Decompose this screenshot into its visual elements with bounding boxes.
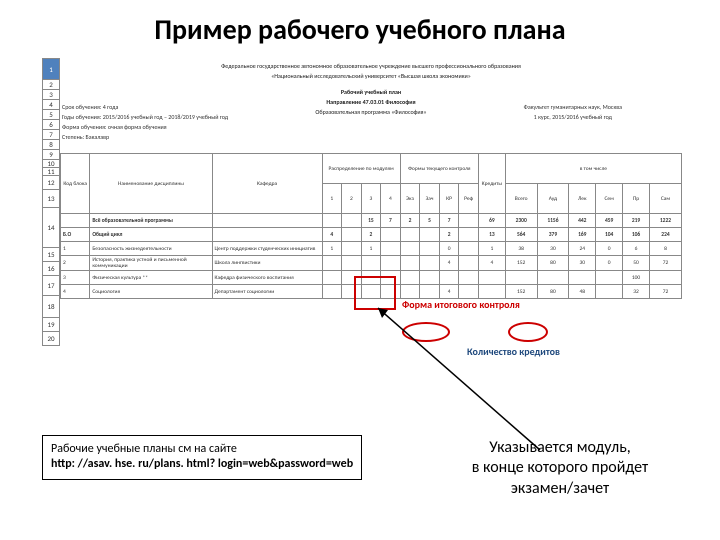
left-info-block: Срок обучения: 4 года Годы обучения: 201… — [62, 102, 228, 142]
sheet-content: Федеральное государственное автономное о… — [60, 58, 682, 118]
sub-sam: Сам — [649, 184, 681, 214]
url-line-2: http: //asav. hse. ru/plans. html? login… — [51, 457, 353, 473]
row-number: 15 — [42, 248, 60, 262]
row-number: 20 — [42, 332, 60, 346]
sub-ref: Реф — [459, 184, 479, 214]
table-row: Всё образовательной программы15725769230… — [61, 214, 682, 228]
row-number: 18 — [42, 296, 60, 318]
sub-kr: КР — [439, 184, 459, 214]
row-number: 8 — [42, 140, 60, 150]
study-form: Форма обучения: очная форма обучения — [62, 122, 228, 132]
study-duration: Срок обучения: 4 года — [62, 102, 228, 112]
row-number: 6 — [42, 120, 60, 130]
col-discipline: Наименование дисциплины — [90, 154, 212, 214]
row-number: 14 — [42, 208, 60, 248]
slide-title: Пример рабочего учебного плана — [0, 0, 720, 57]
row-number: 7 — [42, 130, 60, 140]
row-number: 3 — [42, 90, 60, 100]
col-modules: Распределение по модулям — [322, 154, 400, 184]
institution-line-2: «Национальный исследовательский универси… — [60, 72, 682, 80]
right-info-block: Факультет гуманитарных наук, Москва 1 ку… — [524, 102, 622, 122]
col-code: Код блока — [61, 154, 90, 214]
sub-m4: 4 — [381, 184, 401, 214]
note-line-2: в конце которого пройдет — [430, 458, 690, 479]
row-number: 13 — [42, 190, 60, 208]
curriculum-table: Код блока Наименование дисциплины Кафедр… — [60, 153, 682, 299]
row-number: 12 — [42, 176, 60, 190]
sub-lek: Лек — [569, 184, 596, 214]
sub-ex: Экз — [400, 184, 420, 214]
spreadsheet-screenshot: 1234567891011121314151617181920 Федераль… — [42, 58, 682, 388]
table-row: 2История, практика устной и письменной к… — [61, 256, 682, 271]
course-year: 1 курс, 2015/2016 учебный год — [524, 112, 622, 122]
url-line-1: Рабочие учебные планы см на сайте — [51, 442, 353, 458]
row-number: 16 — [42, 262, 60, 276]
row-number: 4 — [42, 100, 60, 110]
col-hours: в том числе — [505, 154, 681, 184]
sub-m3: 3 — [361, 184, 381, 214]
row-number: 11 — [42, 168, 60, 176]
table-row: 1Безопасность жизнедеятельностиЦентр под… — [61, 242, 682, 256]
faculty: Факультет гуманитарных наук, Москва — [524, 102, 622, 112]
row-number: 1 — [42, 58, 60, 80]
study-years: Годы обучения: 2015/2016 учебный год – 2… — [62, 112, 228, 122]
sub-sem: Сем — [596, 184, 623, 214]
table-row: Б.ООбщий цикл42213564379169104106224 — [61, 228, 682, 242]
row-number: 19 — [42, 318, 60, 332]
degree: Степень: Бакалавр — [62, 132, 228, 142]
sub-m2: 2 — [342, 184, 362, 214]
sub-pr: Пр — [623, 184, 650, 214]
sub-m1: 1 — [322, 184, 342, 214]
row-number: 5 — [42, 110, 60, 120]
plan-title-1: Рабочий учебный план — [60, 88, 682, 96]
note-line-1: Указывается модуль, — [430, 438, 690, 459]
sub-total: Всего — [505, 184, 537, 214]
sub-z: Зач — [420, 184, 440, 214]
row-number: 2 — [42, 80, 60, 90]
sub-aud: Ауд — [537, 184, 569, 214]
url-info-box: Рабочие учебные планы см на сайте http: … — [42, 435, 362, 480]
col-controls: Формы текущего контроля — [400, 154, 478, 184]
row-number: 17 — [42, 276, 60, 296]
table-row: 3Физическая культура **Кафедра физическо… — [61, 271, 682, 285]
table-row: 4СоциологияДепартамент социологии4152804… — [61, 285, 682, 299]
col-dept: Кафедра — [212, 154, 322, 214]
institution-line-1: Федеральное государственное автономное о… — [60, 62, 682, 70]
row-number-column: 1234567891011121314151617181920 — [42, 58, 60, 346]
col-credits: Кредиты — [478, 154, 505, 214]
note-line-3: экзамен/зачет — [430, 479, 690, 500]
note-box: Указывается модуль, в конце которого про… — [430, 438, 690, 500]
